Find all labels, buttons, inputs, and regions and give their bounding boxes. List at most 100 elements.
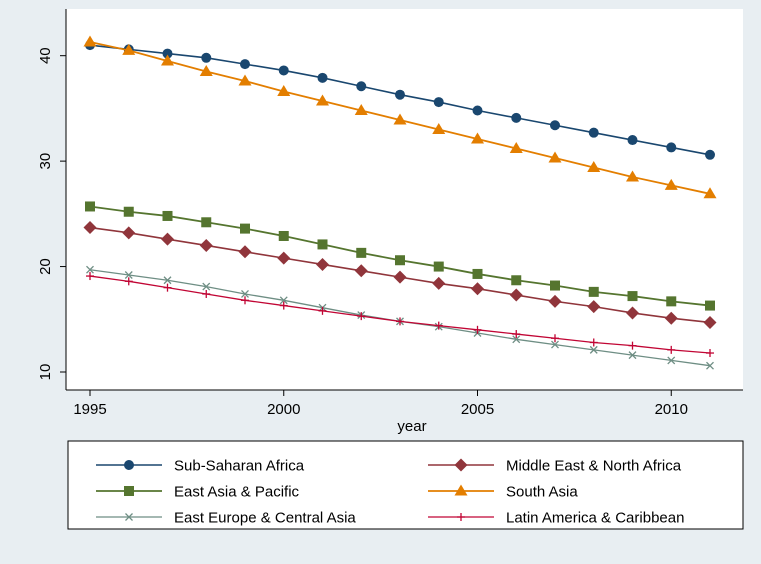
data-point <box>85 201 95 212</box>
legend-entry: Middle East & North Africa <box>428 458 682 475</box>
data-point <box>86 265 94 274</box>
data-point <box>278 230 289 241</box>
data-point <box>588 127 599 138</box>
data-point <box>667 356 676 365</box>
data-point <box>199 238 213 252</box>
data-point <box>432 276 446 290</box>
plot-region <box>66 9 743 390</box>
data-point <box>354 264 368 278</box>
legend-entry: East Europe & Central Asia <box>96 510 356 527</box>
data-point <box>667 345 676 354</box>
data-point <box>472 268 483 279</box>
data-point <box>201 52 212 63</box>
data-point <box>163 276 172 285</box>
legend-entry: Sub-Saharan Africa <box>96 458 305 475</box>
data-point <box>628 341 637 350</box>
data-point <box>316 94 329 106</box>
data-point <box>86 272 94 281</box>
data-point <box>124 271 133 279</box>
data-point <box>396 317 404 326</box>
legend-marker <box>124 486 134 496</box>
data-point <box>551 334 559 343</box>
data-point <box>240 59 250 70</box>
data-point <box>202 282 211 291</box>
legend-entry: Latin America & Caribbean <box>428 510 684 527</box>
data-point <box>666 142 677 153</box>
data-point <box>705 149 715 160</box>
data-point <box>240 223 250 234</box>
data-point <box>626 170 639 182</box>
data-point <box>512 335 521 344</box>
data-point <box>509 288 523 302</box>
data-point <box>199 65 213 77</box>
legend-label: East Europe & Central Asia <box>174 510 356 527</box>
data-point <box>279 301 288 310</box>
data-point <box>548 294 562 308</box>
data-point <box>241 296 249 305</box>
series-sub-saharan-africa <box>85 40 715 160</box>
data-point <box>124 277 133 286</box>
data-point <box>278 65 289 76</box>
data-point <box>122 226 136 240</box>
data-point <box>627 135 638 146</box>
data-point <box>357 312 366 321</box>
data-point <box>548 151 562 163</box>
legend-marker <box>125 513 133 521</box>
data-point <box>664 311 678 325</box>
y-tick-label: 10 <box>37 364 54 381</box>
data-point <box>509 141 523 153</box>
data-point <box>706 349 714 358</box>
data-point <box>83 221 97 235</box>
data-point <box>473 325 482 334</box>
data-point <box>354 104 368 116</box>
y-tick-label: 20 <box>37 258 54 275</box>
data-point <box>241 290 249 298</box>
data-point <box>316 257 329 271</box>
x-tick-label: 2010 <box>655 401 688 418</box>
x-axis-title: year <box>397 418 426 435</box>
data-point <box>395 255 405 266</box>
legend-entries: Sub-Saharan Africa Middle East & North Af… <box>96 458 684 527</box>
data-point <box>703 315 717 329</box>
data-point <box>550 280 560 291</box>
x-tick-label: 1995 <box>73 401 106 418</box>
data-point <box>511 275 522 286</box>
y-tick-label: 40 <box>37 47 54 64</box>
data-point <box>705 300 715 311</box>
data-point <box>626 306 639 320</box>
series-east-asia-pacific <box>85 201 715 311</box>
legend-marker <box>457 513 465 521</box>
legend-label: Sub-Saharan Africa <box>174 458 305 475</box>
data-point <box>628 351 637 360</box>
data-point <box>588 286 599 297</box>
data-point <box>627 291 638 302</box>
data-point <box>666 296 677 307</box>
y-tick-label: 30 <box>37 153 54 170</box>
data-point <box>83 35 97 47</box>
data-point <box>277 251 291 265</box>
legend-entry: East Asia & Pacific <box>96 484 300 501</box>
data-point <box>706 361 714 370</box>
data-point <box>317 72 328 83</box>
data-point <box>318 306 327 315</box>
legend-label: South Asia <box>506 484 578 501</box>
data-point <box>356 81 367 92</box>
data-point <box>472 105 483 116</box>
data-point <box>432 122 446 134</box>
data-point <box>589 338 598 347</box>
data-point <box>238 74 252 86</box>
x-tick-label: 2000 <box>267 401 300 418</box>
data-point <box>317 239 328 250</box>
data-point <box>122 43 136 55</box>
data-point <box>433 97 444 108</box>
legend-marker <box>454 458 468 472</box>
data-point <box>703 187 717 199</box>
legend-label: Middle East & North Africa <box>506 458 682 475</box>
data-point <box>471 132 484 144</box>
data-point <box>434 321 443 330</box>
data-point <box>161 54 174 66</box>
x-tick-label: 2005 <box>461 401 494 418</box>
data-point <box>551 340 559 349</box>
legend-label: Latin America & Caribbean <box>506 510 684 527</box>
